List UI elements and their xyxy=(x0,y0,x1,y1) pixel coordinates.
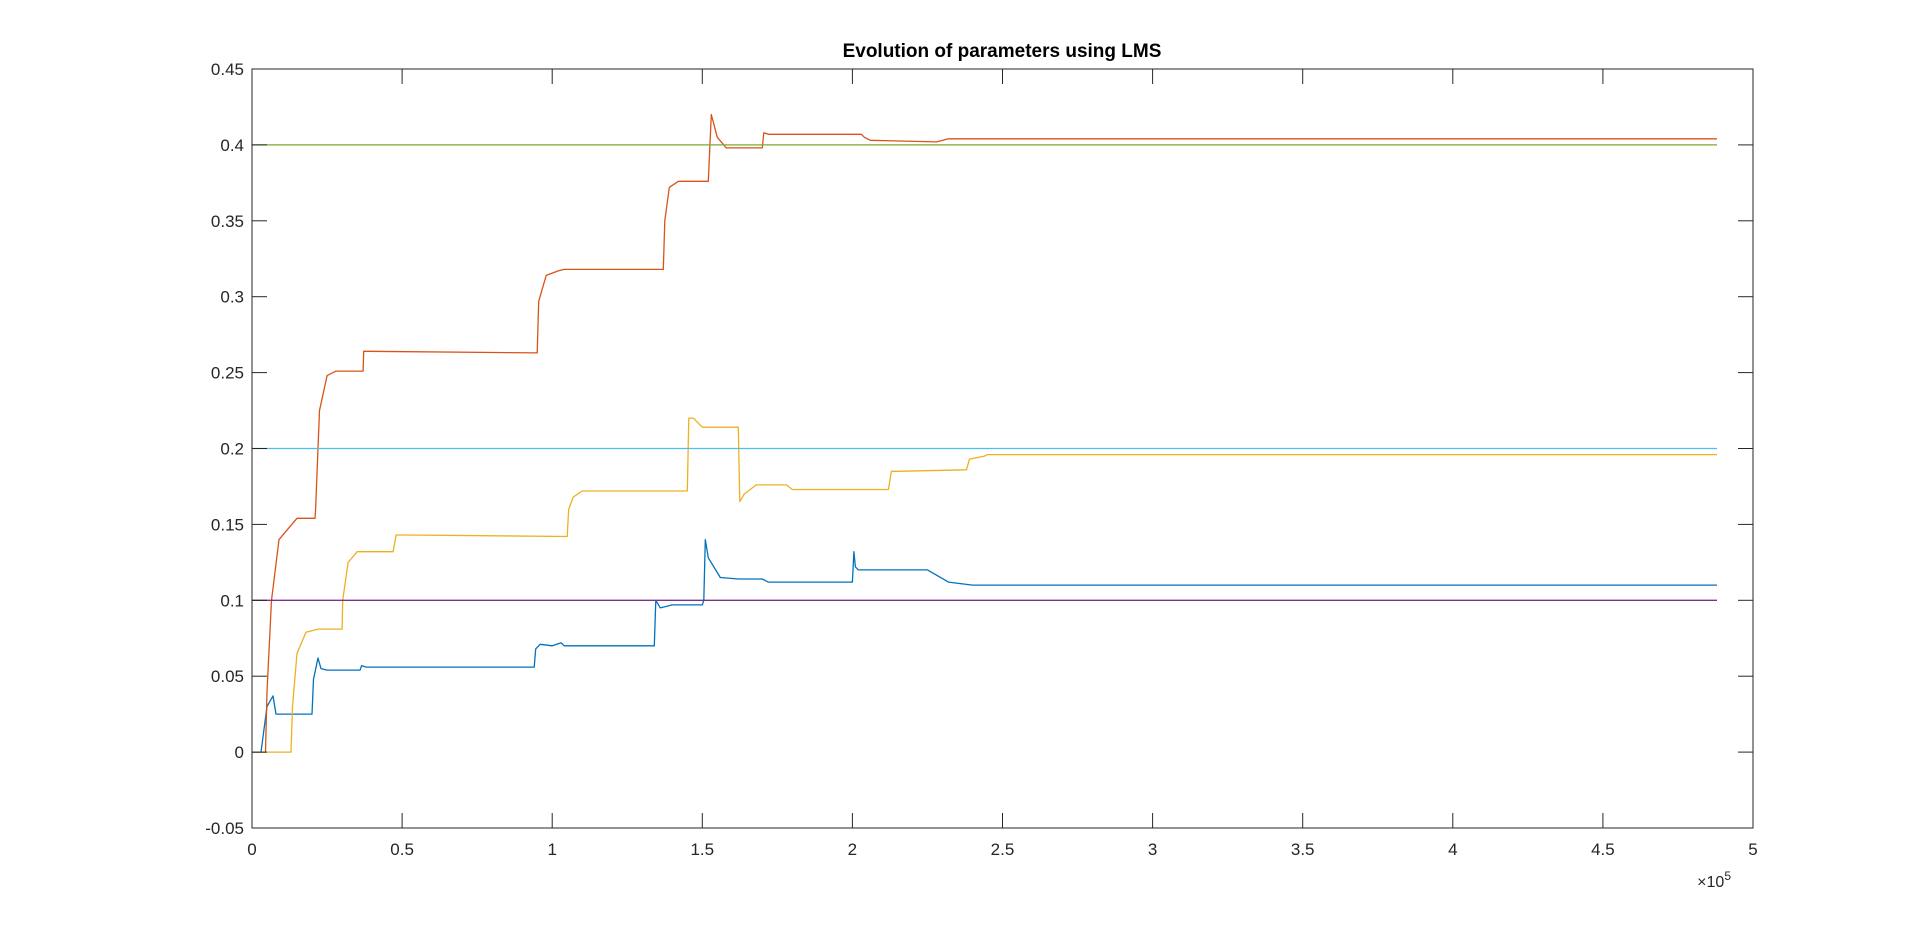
x-tick-label: 2.5 xyxy=(991,840,1015,859)
series-line-1 xyxy=(252,538,1717,753)
series-line-3 xyxy=(252,417,1717,753)
y-tick-label: 0 xyxy=(235,743,244,762)
x-tick-label: 1.5 xyxy=(690,840,714,859)
tick-layer: 0 0.5 1 1.5 2 2.5 3 3.5 4 4.5 5-0.0500.050.10.150.… xyxy=(205,60,1757,859)
x-tick-label: 5 xyxy=(1748,840,1757,859)
x-exponent-power: 5 xyxy=(1724,869,1731,883)
x-tick-label: 0 xyxy=(247,840,256,859)
y-tick-label: 0.1 xyxy=(220,591,244,610)
chart-title: Evolution of parameters using LMS xyxy=(843,41,1162,62)
y-tick-label: 0.25 xyxy=(211,364,244,383)
y-tick-label: 0.15 xyxy=(211,515,244,534)
y-tick-label: 0.2 xyxy=(220,440,244,459)
x-exponent-base: ×10 xyxy=(1697,874,1724,891)
y-tick-label: 0.45 xyxy=(211,60,244,79)
x-tick-label: 3 xyxy=(1148,840,1157,859)
x-exponent-label: ×105 xyxy=(1697,869,1731,891)
x-tick-label: 2 xyxy=(848,840,857,859)
x-tick-label: 4 xyxy=(1448,840,1457,859)
x-tick-label: 4.5 xyxy=(1591,840,1615,859)
x-tick-label: 1 xyxy=(547,840,556,859)
y-tick-label: -0.05 xyxy=(205,819,244,838)
y-tick-label: 0.35 xyxy=(211,212,244,231)
y-tick-label: 0.05 xyxy=(211,667,244,686)
series-line-2 xyxy=(252,113,1717,753)
x-tick-label: 0.5 xyxy=(390,840,414,859)
series-layer xyxy=(252,113,1717,753)
y-tick-label: 0.3 xyxy=(220,288,244,307)
x-tick-label: 3.5 xyxy=(1291,840,1315,859)
y-tick-label: 0.4 xyxy=(220,136,244,155)
